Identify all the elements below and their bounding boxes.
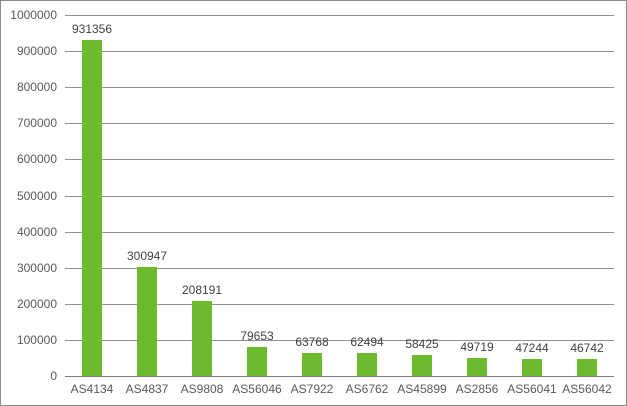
bar-value-label: 208191: [181, 283, 223, 297]
x-axis-tick-label: AS6762: [345, 382, 389, 396]
x-axis-tick-label: AS56042: [562, 382, 612, 396]
y-axis-tick-label: 300000: [16, 261, 57, 275]
x-axis-tick-label: AS4837: [125, 382, 169, 396]
y-gridline: [65, 232, 614, 233]
y-axis-tick-label: 400000: [16, 225, 57, 239]
bar-value-label: 62494: [350, 335, 384, 349]
x-axis-tick-label: AS56046: [232, 382, 282, 396]
y-axis-tick-label: 500000: [16, 189, 57, 203]
bar-AS7922: [302, 353, 322, 376]
x-axis-line: [65, 376, 614, 377]
bar-value-label: 63768: [295, 335, 329, 349]
y-axis-tick-label: 800000: [16, 80, 57, 94]
y-gridline: [65, 340, 614, 341]
y-gridline: [65, 51, 614, 52]
y-gridline: [65, 123, 614, 124]
x-axis-tick-label: AS7922: [290, 382, 334, 396]
x-axis-tick-label: AS4134: [70, 382, 114, 396]
bar-value-label: 58425: [405, 337, 439, 351]
bar-value-label: 79653: [240, 329, 274, 343]
y-axis-tick-label: 900000: [16, 44, 57, 58]
bar-AS45899: [412, 355, 432, 376]
bar-AS4837: [137, 267, 157, 376]
bar-AS56046: [247, 347, 267, 376]
y-axis-tick-label: 0: [50, 369, 57, 383]
x-axis-tick-label: AS56041: [507, 382, 557, 396]
y-gridline: [65, 304, 614, 305]
x-axis-tick-label: AS2856: [455, 382, 499, 396]
bar-AS9808: [192, 301, 212, 376]
x-axis-tick-label: AS9808: [180, 382, 224, 396]
bar-value-label: 931356: [71, 22, 113, 36]
y-axis-tick-label: 100000: [16, 333, 57, 347]
bar-AS6762: [357, 353, 377, 376]
y-axis-tick-label: 200000: [16, 297, 57, 311]
bar-value-label: 49719: [460, 340, 494, 354]
bar-AS56041: [522, 359, 542, 376]
y-gridline: [65, 268, 614, 269]
bar-AS4134: [82, 40, 102, 376]
bar-value-label: 47244: [515, 341, 549, 355]
bar-value-label: 300947: [126, 249, 168, 263]
y-axis-tick-label: 600000: [16, 152, 57, 166]
y-gridline: [65, 87, 614, 88]
bar-AS56042: [577, 359, 597, 376]
y-axis-tick-label: 1000000: [10, 8, 57, 22]
y-gridline: [65, 196, 614, 197]
x-axis-tick-label: AS45899: [397, 382, 447, 396]
y-gridline: [65, 159, 614, 160]
y-axis-tick-label: 700000: [16, 116, 57, 130]
bar-AS2856: [467, 358, 487, 376]
bar-value-label: 46742: [570, 341, 604, 355]
y-gridline: [65, 15, 614, 16]
